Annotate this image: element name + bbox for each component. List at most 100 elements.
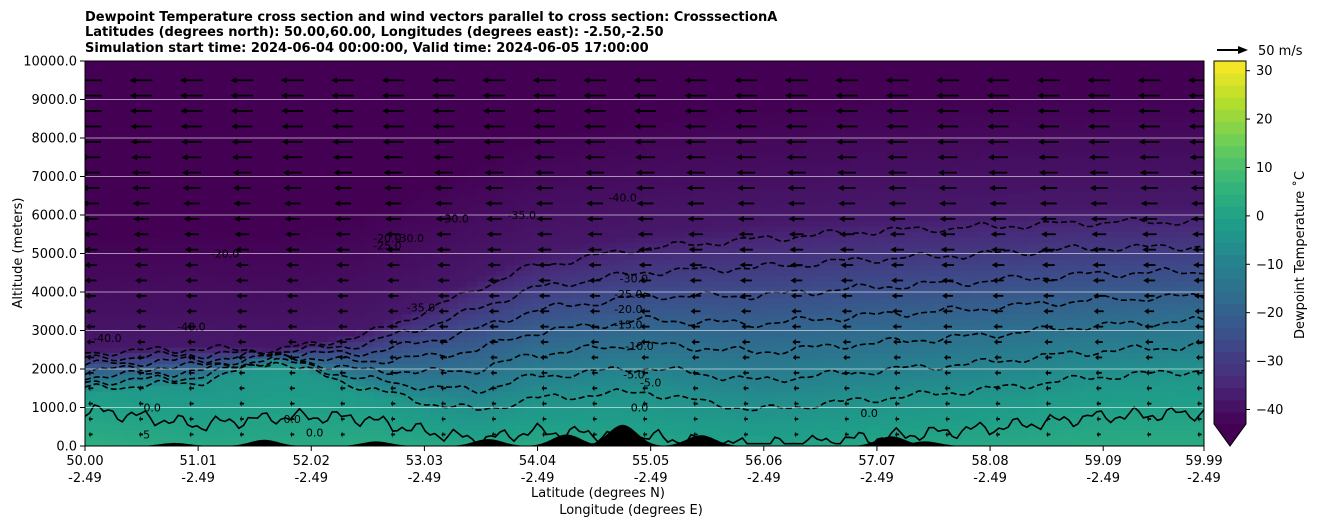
- dewpoint-cell: [346, 149, 357, 156]
- dewpoint-cell: [663, 176, 674, 183]
- dewpoint-cell: [653, 171, 664, 178]
- dewpoint-cell: [551, 347, 562, 354]
- dewpoint-cell: [178, 264, 189, 271]
- dewpoint-cell: [579, 435, 590, 442]
- dewpoint-cell: [411, 297, 422, 304]
- dewpoint-cell: [439, 160, 450, 167]
- dewpoint-cell: [541, 259, 552, 266]
- dewpoint-cell: [588, 336, 599, 343]
- dewpoint-cell: [569, 264, 580, 271]
- dewpoint-cell: [327, 182, 338, 189]
- dewpoint-cell: [336, 83, 347, 90]
- dewpoint-cell: [299, 281, 310, 288]
- dewpoint-cell: [541, 270, 552, 277]
- dewpoint-cell: [737, 171, 748, 178]
- dewpoint-cell: [691, 99, 702, 106]
- dewpoint-cell: [262, 198, 273, 205]
- dewpoint-cell: [103, 341, 114, 348]
- dewpoint-cell: [541, 160, 552, 167]
- dewpoint-cell: [411, 424, 422, 431]
- dewpoint-cell: [504, 275, 515, 282]
- dewpoint-cell: [178, 374, 189, 381]
- dewpoint-cell: [103, 424, 114, 431]
- dewpoint-cell: [551, 66, 562, 73]
- dewpoint-cell: [234, 319, 245, 326]
- dewpoint-cell: [374, 154, 384, 161]
- dewpoint-cell: [178, 220, 189, 227]
- dewpoint-cell: [476, 341, 487, 348]
- dewpoint-cell: [299, 402, 310, 409]
- dewpoint-cell: [663, 61, 674, 68]
- dewpoint-cell: [625, 336, 636, 343]
- dewpoint-cell: [402, 138, 412, 145]
- dewpoint-cell: [346, 380, 357, 387]
- dewpoint-cell: [140, 116, 151, 123]
- dewpoint-cell: [681, 336, 692, 343]
- dewpoint-cell: [206, 226, 217, 233]
- dewpoint-cell: [448, 193, 459, 200]
- dewpoint-cell: [318, 143, 329, 150]
- dewpoint-cell: [653, 105, 664, 112]
- dewpoint-cell: [430, 61, 440, 68]
- dewpoint-cell: [625, 176, 636, 183]
- dewpoint-cell: [411, 171, 422, 178]
- dewpoint-cell: [271, 369, 282, 376]
- dewpoint-cell: [541, 352, 552, 359]
- dewpoint-cell: [168, 61, 179, 68]
- dewpoint-cell: [402, 94, 412, 101]
- dewpoint-cell: [224, 209, 235, 216]
- dewpoint-cell: [122, 352, 133, 359]
- dewpoint-cell: [719, 204, 730, 211]
- dewpoint-cell: [224, 83, 235, 90]
- dewpoint-cell: [252, 116, 263, 123]
- dewpoint-cell: [234, 407, 245, 414]
- dewpoint-cell: [569, 325, 580, 332]
- dewpoint-cell: [318, 352, 329, 359]
- dewpoint-cell: [290, 413, 301, 420]
- dewpoint-cell: [467, 286, 478, 293]
- dewpoint-cell: [131, 242, 142, 249]
- dewpoint-cell: [103, 402, 114, 409]
- dewpoint-cell: [392, 226, 403, 233]
- dewpoint-cell: [206, 231, 217, 238]
- dewpoint-cell: [94, 72, 105, 79]
- dewpoint-cell: [476, 77, 487, 84]
- dewpoint-cell: [644, 83, 655, 90]
- dewpoint-cell: [709, 215, 720, 222]
- dewpoint-cell: [448, 187, 459, 194]
- dewpoint-cell: [374, 352, 384, 359]
- dewpoint-cell: [383, 176, 394, 183]
- dewpoint-cell: [467, 418, 478, 425]
- dewpoint-cell: [737, 160, 748, 167]
- dewpoint-cell: [420, 231, 431, 238]
- dewpoint-cell: [252, 270, 263, 277]
- dewpoint-cell: [644, 341, 655, 348]
- dewpoint-cell: [430, 242, 440, 249]
- dewpoint-cell: [700, 171, 711, 178]
- dewpoint-cell: [374, 264, 384, 271]
- dewpoint-cell: [467, 121, 478, 128]
- dewpoint-cell: [178, 385, 189, 392]
- dewpoint-cell: [85, 253, 95, 260]
- dewpoint-cell: [430, 358, 440, 365]
- dewpoint-cell: [579, 270, 590, 277]
- dewpoint-cell: [485, 275, 496, 282]
- dewpoint-cell: [374, 237, 384, 244]
- dewpoint-cell: [271, 341, 282, 348]
- dewpoint-cell: [663, 292, 674, 299]
- dewpoint-cell: [653, 231, 664, 238]
- dewpoint-cell: [653, 72, 664, 79]
- dewpoint-cell: [467, 385, 478, 392]
- dewpoint-cell: [215, 264, 226, 271]
- dewpoint-cell: [94, 270, 105, 277]
- dewpoint-cell: [336, 66, 347, 73]
- dewpoint-cell: [103, 374, 114, 381]
- dewpoint-cell: [318, 418, 329, 425]
- dewpoint-cell: [532, 66, 543, 73]
- dewpoint-cell: [131, 440, 142, 446]
- dewpoint-cell: [140, 347, 151, 354]
- dewpoint-cell: [280, 303, 291, 310]
- dewpoint-cell: [159, 358, 170, 365]
- dewpoint-cell: [187, 116, 198, 123]
- dewpoint-cell: [271, 116, 282, 123]
